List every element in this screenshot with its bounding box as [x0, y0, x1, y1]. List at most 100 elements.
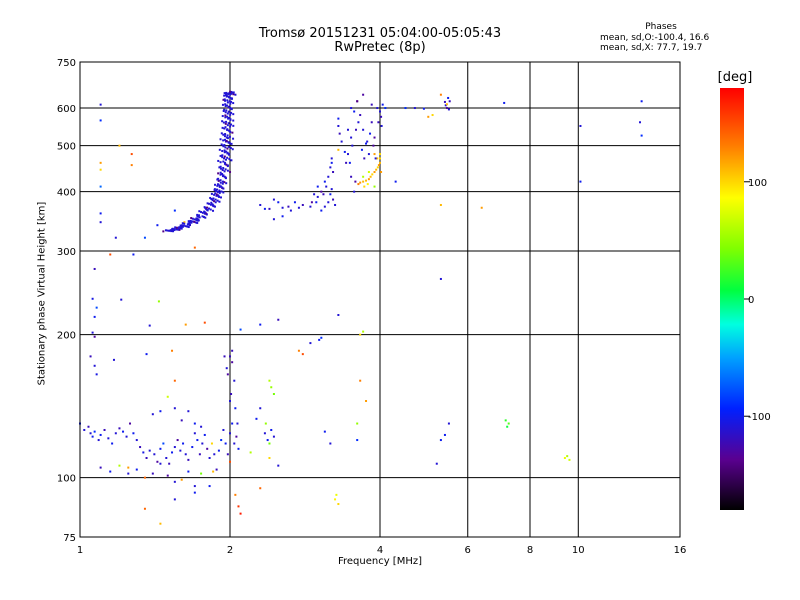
data-point	[373, 171, 376, 174]
data-point	[224, 442, 227, 445]
data-point	[376, 157, 379, 160]
phase-stats-heading: Phases	[645, 22, 677, 32]
data-point	[209, 203, 212, 206]
data-point	[217, 159, 220, 162]
y-tick-label: 400	[57, 188, 76, 199]
data-point	[157, 300, 160, 303]
data-point	[346, 128, 349, 131]
data-point	[310, 201, 313, 204]
data-point	[99, 221, 102, 224]
data-point	[169, 229, 172, 232]
data-point	[231, 349, 234, 352]
data-point	[135, 468, 138, 471]
data-point	[228, 153, 231, 156]
data-point	[330, 188, 333, 191]
data-point	[337, 503, 340, 506]
data-point	[227, 145, 230, 148]
data-point	[384, 107, 387, 110]
y-tick-label: 500	[57, 142, 76, 153]
data-point	[114, 432, 117, 435]
data-point	[316, 195, 319, 198]
data-point	[176, 439, 179, 442]
data-point	[263, 432, 266, 435]
data-point	[197, 214, 200, 217]
data-point	[159, 462, 162, 465]
data-point	[193, 491, 196, 494]
data-point	[196, 439, 199, 442]
data-point	[320, 209, 323, 212]
data-point	[181, 222, 184, 225]
data-point	[277, 201, 280, 204]
data-point	[234, 407, 237, 410]
data-point	[93, 335, 96, 338]
x-tick-label: 8	[527, 545, 533, 556]
data-point	[234, 493, 237, 496]
data-point	[315, 201, 318, 204]
data-point	[194, 221, 197, 224]
data-point	[218, 148, 221, 151]
data-point	[222, 144, 225, 147]
data-point	[359, 333, 362, 336]
data-point	[439, 203, 442, 206]
data-point	[89, 432, 92, 435]
data-point	[223, 157, 226, 160]
data-point	[203, 433, 206, 436]
data-point	[313, 193, 316, 196]
data-point	[223, 92, 226, 95]
data-point	[99, 185, 102, 188]
data-point	[200, 211, 203, 214]
data-point	[377, 164, 380, 167]
data-point	[217, 195, 220, 198]
data-point	[151, 413, 154, 416]
data-point	[229, 113, 232, 116]
data-point	[99, 168, 102, 171]
data-point	[229, 171, 232, 174]
data-point	[99, 103, 102, 106]
data-point	[222, 187, 225, 190]
data-point	[139, 446, 142, 449]
data-point	[226, 164, 229, 167]
data-point	[362, 93, 365, 96]
data-point	[224, 168, 227, 171]
data-point	[230, 107, 233, 110]
data-point	[219, 181, 222, 184]
data-point	[359, 181, 362, 184]
colorbar-tick-label: 100	[748, 178, 767, 189]
data-point	[223, 149, 226, 152]
data-point	[193, 218, 196, 221]
data-point	[327, 201, 330, 204]
data-point	[439, 439, 442, 442]
data-point	[156, 224, 159, 227]
data-point	[210, 201, 213, 204]
data-point	[120, 298, 123, 301]
data-point	[223, 127, 226, 130]
data-point	[325, 185, 328, 188]
phase-stats-x-mode: mean, sd,X: 77.7, 19.7	[600, 43, 703, 53]
data-point	[171, 349, 174, 352]
data-point	[201, 211, 204, 214]
data-point	[223, 170, 226, 173]
data-point	[224, 114, 227, 117]
data-point	[259, 487, 262, 490]
data-point	[219, 196, 222, 199]
data-point	[380, 124, 383, 127]
data-point	[337, 148, 340, 151]
data-point	[218, 189, 221, 192]
data-point	[309, 342, 312, 345]
data-point	[268, 456, 271, 459]
data-point	[201, 442, 204, 445]
colorbar	[720, 88, 744, 510]
x-tick-label: 2	[227, 545, 233, 556]
data-point	[213, 453, 216, 456]
data-point	[226, 134, 229, 137]
data-point	[221, 126, 224, 129]
data-point	[362, 330, 365, 333]
data-point	[118, 464, 121, 467]
data-point	[356, 422, 359, 425]
data-point	[178, 228, 181, 231]
data-point	[259, 407, 262, 410]
data-point	[99, 466, 102, 469]
data-point	[216, 184, 219, 187]
data-point	[373, 185, 376, 188]
